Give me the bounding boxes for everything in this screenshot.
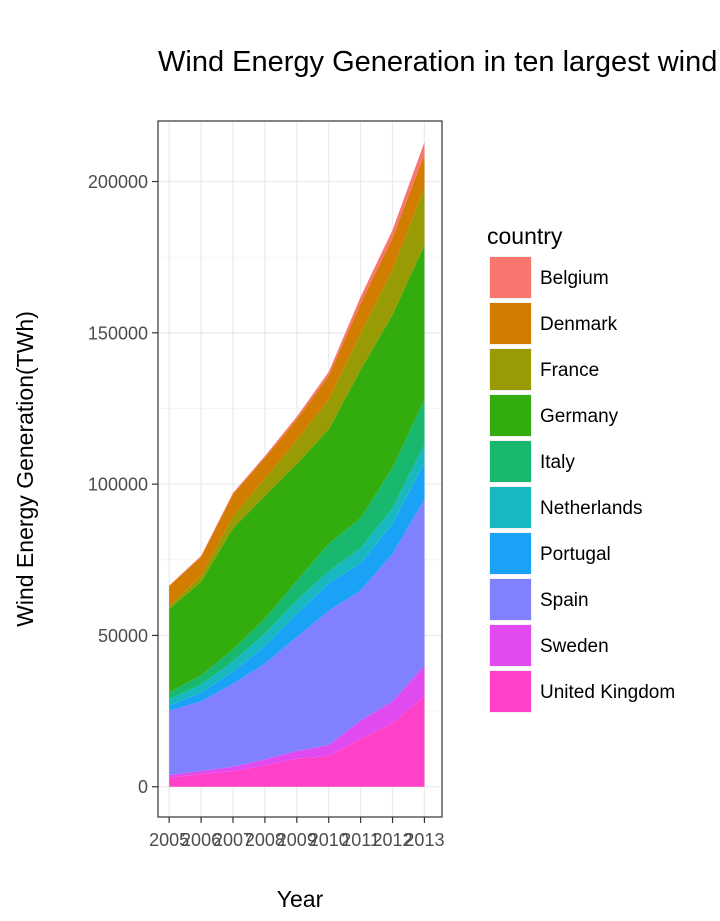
x-axis-title: Year <box>277 886 324 912</box>
legend-label-spain: Spain <box>540 590 589 611</box>
x-tick-label: 2011 <box>341 830 380 850</box>
legend-swatch-italy <box>490 441 531 482</box>
legend-label-germany: Germany <box>540 406 619 427</box>
legend-title: country <box>487 223 563 249</box>
legend-label-netherlands: Netherlands <box>540 498 642 519</box>
legend-swatch-sweden <box>490 625 531 666</box>
axes: 0 50000 100000 150000 200000 2005200620072008… <box>88 172 445 850</box>
area-germany <box>169 245 425 693</box>
area-sweden <box>169 665 425 778</box>
x-tick-label: 2005 <box>149 830 189 850</box>
legend-label-italy: Italy <box>540 452 575 473</box>
x-tick-label: 2013 <box>404 830 444 850</box>
legend-label-denmark: Denmark <box>540 314 618 335</box>
y-tick-label: 150000 <box>88 323 148 343</box>
x-tick-label: 2007 <box>213 830 253 850</box>
legend-swatch-germany <box>490 395 531 436</box>
area-spain <box>169 499 425 775</box>
legend-swatch-denmark <box>490 303 531 344</box>
area-series <box>169 142 425 787</box>
panel-border <box>157 120 443 818</box>
legend-swatch-belgium <box>490 257 531 298</box>
x-tick-label: 2006 <box>181 830 221 850</box>
legend-swatch-netherlands <box>490 487 531 528</box>
legend-label-united-kingdom: United Kingdom <box>540 682 675 703</box>
y-tick-label: 200000 <box>88 172 148 192</box>
legend-swatch-france <box>490 349 531 390</box>
x-tick-label: 2008 <box>245 830 285 850</box>
y-tick-label: 100000 <box>88 475 148 495</box>
y-axis-title: Wind Energy Generation(TWh) <box>12 311 38 627</box>
legend: country Belgium Denmark France Germany Italy… <box>487 223 675 713</box>
legend-label-france: France <box>540 360 599 381</box>
legend-swatch-united-kingdom <box>490 671 531 712</box>
y-tick-label: 50000 <box>98 626 148 646</box>
y-tick-label: 0 <box>138 777 148 797</box>
chart-title: Wind Energy Generation in ten largest wi… <box>158 46 720 78</box>
x-tick-label: 2012 <box>373 830 413 850</box>
legend-swatch-spain <box>490 579 531 620</box>
x-tick-label: 2009 <box>277 830 317 850</box>
legend-label-sweden: Sweden <box>540 636 609 657</box>
legend-label-belgium: Belgium <box>540 268 609 289</box>
x-tick-label: 2010 <box>309 830 349 850</box>
legend-label-portugal: Portugal <box>540 544 611 565</box>
area-united-kingdom <box>169 695 425 787</box>
legend-swatch-portugal <box>490 533 531 574</box>
